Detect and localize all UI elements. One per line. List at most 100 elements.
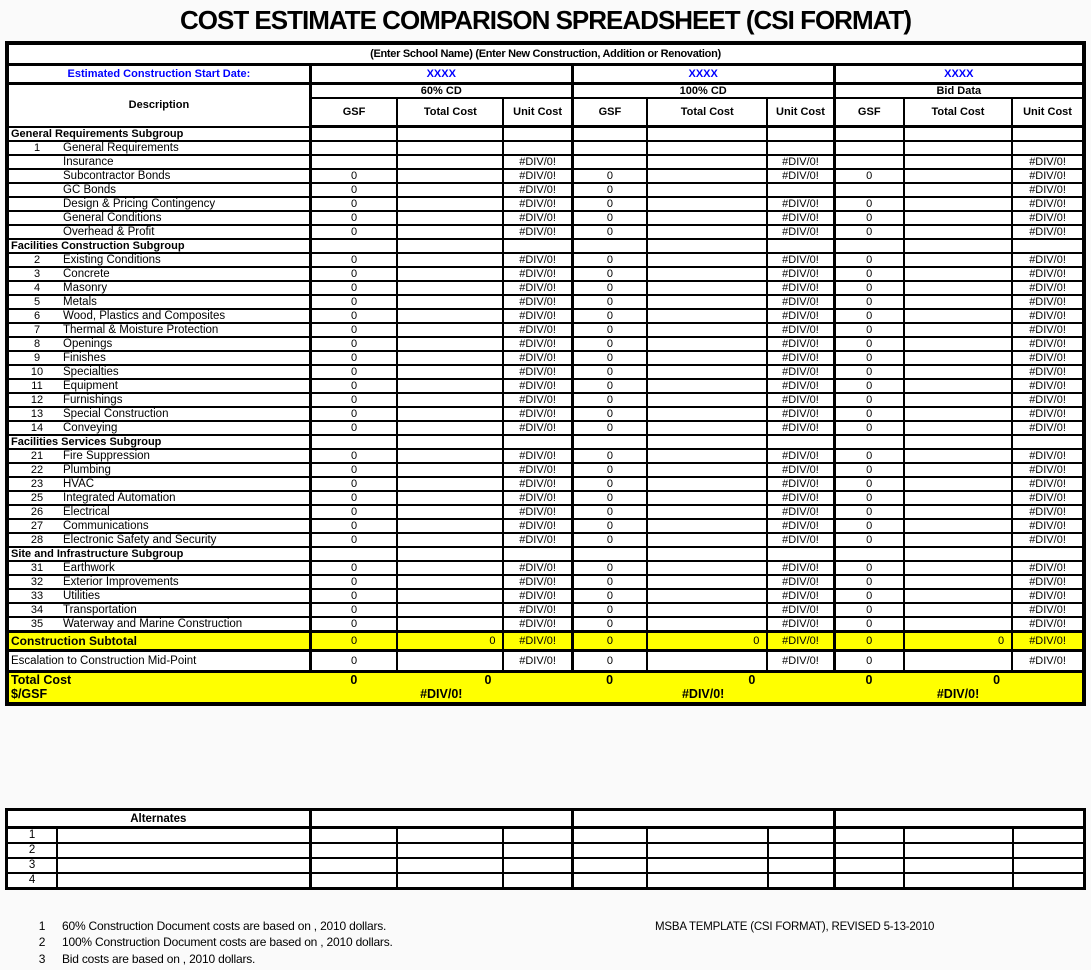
cell-60cd-total-cost [396,573,505,590]
cell-100cd-unit-cost: #DIV/0! [766,601,836,618]
cell-100cd-gsf: 0 [570,573,649,590]
cell-60cd-total-cost [396,841,505,859]
cell-100cd-gsf: 0 [570,391,649,408]
alternate-number: 3 [5,856,59,875]
cell-bid-total-cost [902,475,1014,492]
cell-bid-unit-cost: #DIV/0! [1011,573,1085,590]
cell-bid-unit-cost: #DIV/0! [1011,503,1085,520]
item-row: 3 Concrete 0 #DIV/0! 0 #DIV/0! 0 #DIV/0! [5,265,1085,282]
cell-60cd-gsf: 0 [308,531,399,548]
cell-100cd-total-cost: 0 [646,629,769,652]
page-title: COST ESTIMATE COMPARISON SPREADSHEET (CS… [179,5,912,35]
cell-60cd-total-cost [396,335,505,352]
cell-100cd-unit-cost: #DIV/0! [766,321,836,338]
cell-100cd-total-cost [646,615,769,632]
row-label: Integrated Automation [63,491,176,504]
cell-60cd-gsf: 0 [308,405,399,422]
cell-100cd-gsf: 0 [570,279,649,296]
cell-100cd-gsf: 0 [570,517,649,534]
cell-100cd-total-cost [646,872,769,890]
cell-60cd-unit-cost [502,841,574,859]
cell-60cd-total-cost [396,545,505,562]
cell-100cd-total-cost [646,391,769,408]
footnote-text: Bid costs are based on , 2010 dollars. [62,951,256,966]
cell-60cd-total-cost [396,265,505,282]
row-label: Conveying [63,421,118,434]
cell-100cd-unit-cost: #DIV/0! [766,461,836,478]
cell-60cd-gsf: 0 [308,559,399,576]
item-row: General Conditions 0 #DIV/0! 0 #DIV/0! 0 #DIV/… [5,209,1085,226]
cell-bid-total-cost [902,489,1014,506]
cell-100cd-gsf: 0 [570,587,649,604]
cell-60cd-total-cost [396,461,505,478]
cell-bid-total-cost [902,223,1014,240]
cell-60cd-unit-cost: #DIV/0! [502,559,574,576]
cell-bid-gsf: 0 [832,461,905,478]
cell-60cd-unit-cost: #DIV/0! [502,649,574,673]
cell-100cd-unit-cost: #DIV/0! [766,153,836,170]
row-number: 11 [31,379,43,392]
cell-100cd-total-cost [646,195,769,212]
row-label: Openings [63,337,113,350]
row-number: 28 [30,533,44,546]
cell-60cd-total-cost [396,125,505,142]
cell-60cd-total-cost [396,447,505,464]
row-number: 31 [30,561,44,574]
cell-100cd-unit-cost [766,237,836,254]
cell-bid-unit-cost: #DIV/0! [1011,601,1085,618]
cell-bid-unit-cost: #DIV/0! [1011,587,1085,604]
cell-bid-gsf: 0 [832,601,905,618]
cell-bid-gsf: 0 [832,531,905,548]
cell-100cd-gsf: 0 [570,363,649,380]
row-number: 6 [33,309,41,322]
item-row: 1 General Requirements [5,139,1085,156]
cell-bid-unit-cost: #DIV/0! [1011,363,1085,380]
cell-bid-gsf [832,545,905,562]
cell-100cd-unit-cost: #DIV/0! [766,377,836,394]
cell-100cd-gsf [570,872,649,890]
row-label: Special Construction [63,407,169,420]
cell-60cd-unit-cost: #DIV/0! [502,223,574,240]
group-header-60cd: 60% CD [308,82,574,99]
cell-100cd-gsf: 0 [570,195,649,212]
cell-100cd-unit-cost: #DIV/0! [766,335,836,352]
cell-bid-total-cost [902,363,1014,380]
cell-100cd-unit-cost [766,826,836,844]
cell-100cd-total-cost [646,545,769,562]
cell-bid-gsf: 0 [832,349,905,366]
construction-subtotal-row: Construction Subtotal 0 0 #DIV/0! 0 0 #DIV/0! 0… [5,629,1085,652]
cell-100cd-unit-cost: #DIV/0! [766,307,836,324]
total-cost-60cd: 0 [397,671,504,687]
cell-bid-unit-cost: #DIV/0! [1011,195,1085,212]
cell-bid-unit-cost: #DIV/0! [1011,649,1085,673]
footnotes: 1 60% Construction Document costs are bas… [0,918,1091,967]
item-label-cell: 31 Earthwork [5,559,312,576]
item-row: 7 Thermal & Moisture Protection 0 #DIV/0! 0 #… [5,321,1085,338]
cell-bid-unit-cost: #DIV/0! [1011,461,1085,478]
cell-bid-unit-cost: #DIV/0! [1011,167,1085,184]
row-label: Transportation [63,603,137,616]
cell-100cd-gsf [570,433,649,450]
per-gsf-value-100cd: #DIV/0! [572,686,835,704]
cell-60cd-gsf [308,826,399,844]
cell-100cd-total-cost [646,461,769,478]
cell-100cd-total-cost [646,531,769,548]
cell-60cd-unit-cost: #DIV/0! [502,321,574,338]
cell-100cd-unit-cost: #DIV/0! [766,419,836,436]
cell-60cd-unit-cost: #DIV/0! [502,349,574,366]
cell-bid-gsf: 0 [832,475,905,492]
row-number: 8 [33,337,41,350]
cell-60cd-total-cost [396,237,505,254]
cell-bid-gsf: 0 [832,587,905,604]
row-label: Utilities [63,589,101,602]
footnote: 1 60% Construction Document costs are bas… [0,918,1091,934]
cell-100cd-total-cost [646,377,769,394]
cell-bid-total-cost [902,139,1014,156]
row-label: Thermal & Moisture Protection [63,323,219,336]
alternate-row: 3 [5,856,1086,875]
alternate-row: 4 [5,872,1086,890]
item-label-cell: 34 Transportation [5,601,312,618]
cell-bid-unit-cost [1011,139,1085,156]
cell-60cd-gsf: 0 [308,195,399,212]
cell-60cd-gsf: 0 [308,517,399,534]
